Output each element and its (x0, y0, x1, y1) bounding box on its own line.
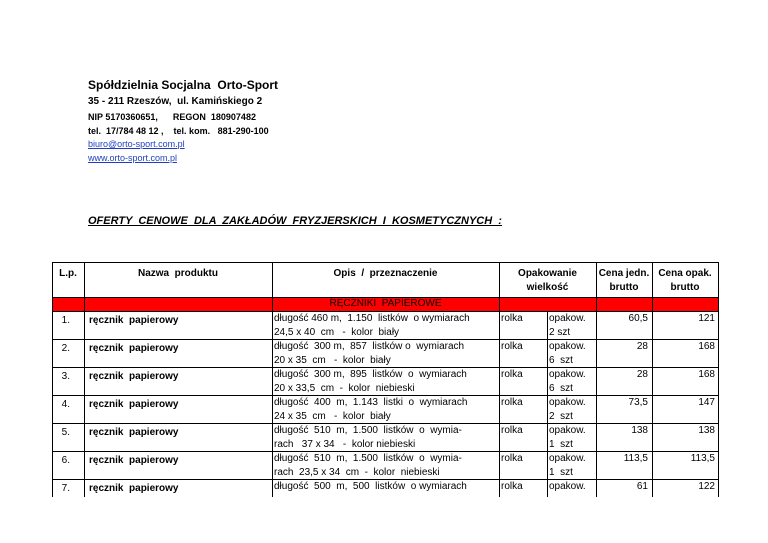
package: 2 szt (549, 411, 573, 422)
product-name: ręcznik papierowy (89, 343, 179, 354)
package-price: 122 (698, 481, 715, 492)
description: rach 23,5 x 34 cm - kolor niebieski (274, 467, 440, 478)
package: opakow. (549, 313, 586, 324)
column-header: Nazwa produktu (137, 268, 218, 279)
cell-border (84, 262, 85, 497)
package-price: 168 (698, 369, 715, 380)
unit: rolka (501, 453, 523, 464)
product-name: ręcznik papierowy (89, 399, 179, 410)
product-name: ręcznik papierowy (89, 427, 179, 438)
package: 1 szt (549, 467, 573, 478)
column-header: L.p. (59, 268, 77, 279)
cell-border (52, 367, 718, 368)
cell-border (718, 262, 719, 497)
unit: rolka (501, 313, 523, 324)
package-price: 138 (698, 425, 715, 436)
package-price: 147 (698, 397, 715, 408)
package: opakow. (549, 425, 586, 436)
description: długość 300 m, 895 listków o wymiarach (274, 369, 467, 380)
cell-border (652, 262, 653, 497)
product-name: ręcznik papierowy (89, 483, 179, 494)
description: długość 510 m, 1.500 listków o wymia- (274, 425, 462, 436)
cell-border (52, 479, 718, 480)
cell-border (499, 262, 500, 497)
cell-border (547, 311, 548, 497)
description: długość 300 m, 857 listków o wymiarach (274, 341, 465, 352)
unit: rolka (501, 341, 523, 352)
unit-price: 28 (636, 341, 648, 352)
row-number: 5. (61, 427, 70, 438)
unit-price: 138 (631, 425, 648, 436)
package: opakow. (549, 397, 586, 408)
column-header: Cena jedn. (598, 268, 650, 279)
cell-border (52, 262, 718, 263)
offer-title: OFERTY CENOWE DLA ZAKŁADÓW FRYZJERSKICH … (88, 215, 502, 227)
cell-border (52, 262, 53, 497)
row-number: 3. (61, 371, 70, 382)
description: 24 x 35 cm - kolor biały (274, 411, 391, 422)
column-header: Opakowanie (518, 268, 577, 279)
package: opakow. (549, 453, 586, 464)
column-header: brutto (609, 282, 639, 293)
www-link[interactable]: www.orto-sport.com.pl (88, 153, 178, 163)
cell-border (52, 395, 718, 396)
unit: rolka (501, 481, 523, 492)
package-price: 121 (698, 313, 715, 324)
company-ids: NIP 5170360651, REGON 180907482 (88, 112, 256, 122)
description: długość 510 m, 1.500 listków o wymia- (274, 453, 462, 464)
description: 24,5 x 40 cm - kolor biały (274, 327, 400, 338)
package: opakow. (549, 369, 586, 380)
email-link[interactable]: biuro@orto-sport.com.pl (88, 139, 185, 149)
cell-border (52, 297, 718, 298)
unit: rolka (501, 397, 523, 408)
unit-price: 113,5 (623, 453, 648, 464)
company-name: Spółdzielnia Socjalna Orto-Sport (88, 78, 279, 92)
column-header: Cena opak. (658, 268, 712, 279)
package: 6 szt (549, 383, 573, 394)
unit: rolka (501, 425, 523, 436)
package: opakow. (549, 481, 586, 492)
description: długość 400 m, 1.143 listki o wymiarach (274, 397, 468, 408)
unit: rolka (501, 369, 523, 380)
cell-border (52, 311, 718, 312)
row-number: 7. (61, 483, 70, 494)
package-price: 168 (698, 341, 715, 352)
product-name: ręcznik papierowy (89, 371, 179, 382)
package: 2 szt (549, 327, 571, 338)
row-number: 4. (61, 399, 70, 410)
phones: tel. 17/784 48 12 , tel. kom. 881-290-10… (88, 126, 269, 136)
column-header: brutto (670, 282, 700, 293)
cell-border (272, 262, 273, 497)
description: rach 37 x 34 - kolor niebieski (274, 439, 416, 450)
package: 6 szt (549, 355, 573, 366)
section-title: RĘCZNIKI PAPIEROWE (329, 298, 442, 309)
row-number: 2. (61, 343, 70, 354)
package: opakow. (549, 341, 586, 352)
section-band (52, 297, 718, 311)
cell-border (52, 451, 718, 452)
description: 20 x 35 cm - kolor biały (274, 355, 391, 366)
cell-border (52, 423, 718, 424)
cell-border (52, 339, 718, 340)
address: 35 - 211 Rzeszów, ul. Kamińskiego 2 (88, 96, 263, 107)
cell-border (596, 262, 597, 497)
package-price: 113,5 (690, 453, 715, 464)
unit-price: 61 (636, 481, 648, 492)
product-name: ręcznik papierowy (89, 455, 179, 466)
description: długość 500 m, 500 listków o wymiarach (274, 481, 467, 492)
row-number: 1. (61, 315, 70, 326)
unit-price: 28 (636, 369, 648, 380)
description: 20 x 33,5 cm - kolor niebieski (274, 383, 415, 394)
column-header: Opis / przeznaczenie (333, 268, 438, 279)
unit-price: 60,5 (628, 313, 648, 324)
package: 1 szt (549, 439, 573, 450)
unit-price: 73,5 (628, 397, 648, 408)
product-name: ręcznik papierowy (89, 315, 179, 326)
column-header: wielkość (526, 282, 569, 293)
description: długość 460 m, 1.150 listków o wymiarach (274, 313, 470, 324)
row-number: 6. (61, 455, 70, 466)
